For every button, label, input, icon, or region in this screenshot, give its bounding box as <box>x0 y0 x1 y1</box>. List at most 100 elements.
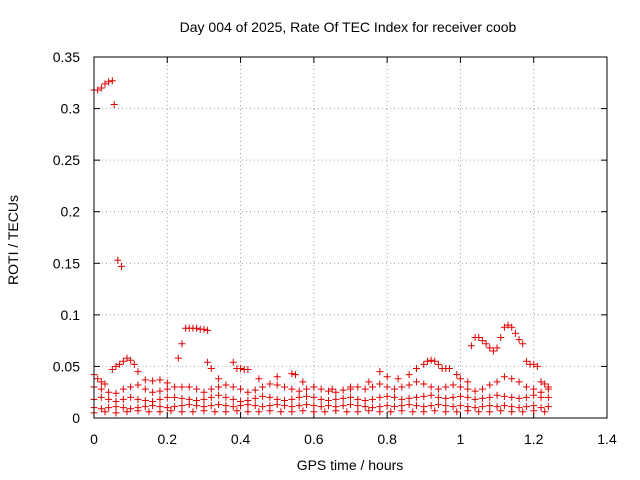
data-point <box>376 393 384 401</box>
data-point <box>361 396 369 404</box>
data-point <box>207 393 215 401</box>
data-point <box>442 383 450 391</box>
data-point <box>303 401 311 409</box>
data-point <box>508 408 516 416</box>
data-point <box>530 385 538 393</box>
data-point <box>412 402 420 410</box>
data-point <box>215 375 223 383</box>
data-point <box>292 371 300 379</box>
data-point <box>273 381 281 389</box>
data-point <box>354 383 362 391</box>
y-tick-label: 0.15 <box>53 255 80 271</box>
data-point <box>347 385 354 393</box>
data-point <box>233 407 241 415</box>
data-point <box>522 403 530 411</box>
data-point <box>354 408 362 416</box>
data-point <box>178 340 186 348</box>
data-point <box>266 380 274 388</box>
x-tick-label: 0 <box>90 431 98 447</box>
data-point <box>229 403 237 411</box>
data-point <box>178 408 186 416</box>
data-point <box>149 388 157 396</box>
data-point <box>259 403 267 411</box>
data-point <box>533 362 541 370</box>
data-point <box>105 404 113 412</box>
data-point <box>405 381 413 389</box>
data-point <box>343 408 351 416</box>
data-point <box>127 405 135 413</box>
data-point <box>332 388 340 396</box>
data-point <box>467 342 475 350</box>
data-point <box>328 385 336 393</box>
data-point <box>332 407 340 415</box>
data-point <box>354 395 362 403</box>
data-point <box>376 380 384 388</box>
data-point <box>537 393 545 401</box>
data-point <box>456 383 464 391</box>
data-point <box>193 385 201 393</box>
data-point <box>475 334 483 342</box>
data-point <box>431 357 439 365</box>
data-point <box>288 408 296 416</box>
data-point <box>244 388 252 396</box>
data-points <box>90 77 552 417</box>
data-point <box>259 392 267 400</box>
data-point <box>464 378 472 386</box>
data-point <box>434 360 442 368</box>
data-point <box>486 381 494 389</box>
data-point <box>229 395 237 403</box>
data-point <box>325 387 333 395</box>
data-point <box>368 395 376 403</box>
data-point <box>119 404 127 412</box>
data-point <box>383 383 391 391</box>
data-point <box>383 373 391 381</box>
data-point <box>383 402 391 410</box>
data-point <box>317 403 325 411</box>
data-point <box>273 373 281 381</box>
data-point <box>105 395 113 403</box>
data-point <box>222 402 230 410</box>
data-point <box>163 404 171 412</box>
data-point <box>456 375 464 383</box>
data-point <box>281 402 289 410</box>
plot-frame <box>93 56 608 419</box>
y-tick-label: 0.2 <box>61 204 81 220</box>
data-point <box>97 385 105 393</box>
data-point <box>420 380 428 388</box>
x-tick-label: 0.4 <box>231 431 251 447</box>
data-point <box>478 385 486 393</box>
data-point <box>130 360 138 368</box>
data-point <box>310 408 318 416</box>
data-point <box>544 385 552 393</box>
data-point <box>541 380 549 388</box>
data-point <box>193 402 201 410</box>
data-point <box>390 393 398 401</box>
data-point <box>295 393 303 401</box>
data-point <box>544 393 552 401</box>
x-tick-labels: 0 0.2 0.4 0.6 0.8 1 1.2 1.4 <box>90 431 617 447</box>
data-point <box>486 393 494 401</box>
data-point <box>427 356 435 364</box>
data-point <box>347 393 354 401</box>
data-point <box>185 383 193 391</box>
data-point <box>519 340 527 348</box>
data-point <box>189 408 197 416</box>
data-point <box>119 395 127 403</box>
data-point <box>368 404 376 412</box>
data-point <box>101 80 109 88</box>
data-point <box>456 392 464 400</box>
data-point <box>405 401 413 409</box>
data-point <box>449 403 457 411</box>
data-point <box>431 407 439 415</box>
data-point <box>515 394 523 402</box>
data-point <box>145 408 153 416</box>
data-point <box>347 401 354 409</box>
data-point <box>515 378 523 386</box>
data-point <box>489 347 497 355</box>
data-point <box>156 387 164 395</box>
data-point <box>117 262 125 270</box>
data-point <box>255 375 263 383</box>
data-point <box>515 404 523 412</box>
data-point <box>141 403 149 411</box>
